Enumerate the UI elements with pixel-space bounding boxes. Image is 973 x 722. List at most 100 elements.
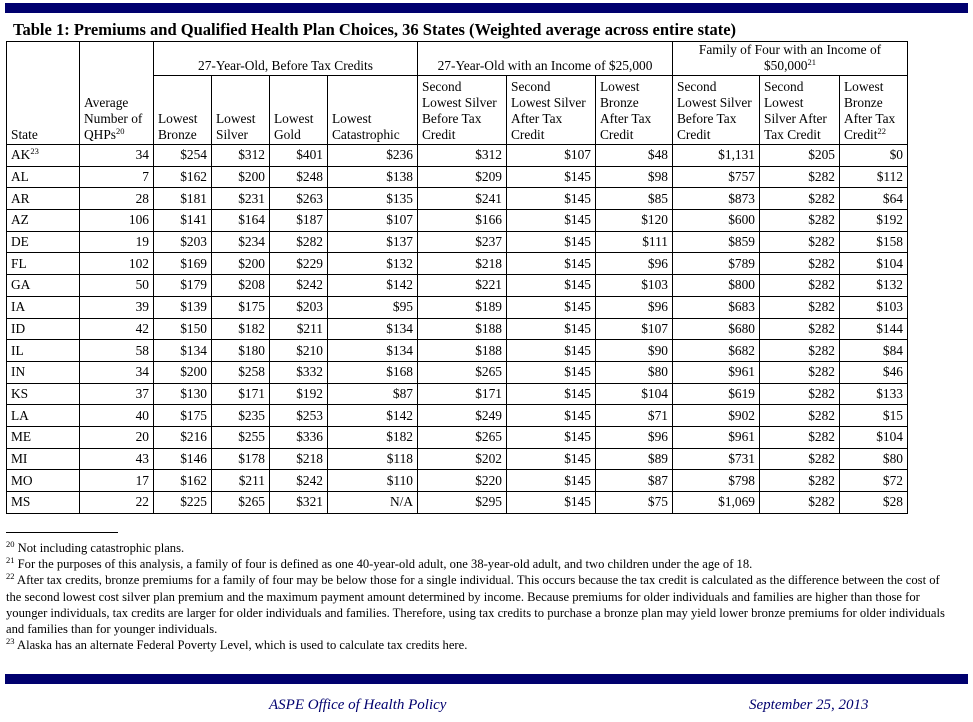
value-cell: $282 (759, 187, 840, 211)
header-slsp-before: Second Lowest Silver Before Tax Credit (417, 75, 507, 145)
table-row: LA 40 $175 $235 $253 $142 $249 $145 $71 $902 $282 $… (6, 404, 908, 427)
value-cell: 106 (79, 209, 154, 232)
group-before-tax-credits: 27-Year-Old, Before Tax Credits (153, 41, 418, 76)
group-family-of-four: Family of Four with an Income of $50,000… (672, 41, 908, 76)
value-cell: $158 (839, 230, 908, 254)
value-cell: $200 (153, 360, 212, 384)
header-qhps: Average Number of QHPs20 (79, 41, 154, 145)
value-cell: $312 (211, 144, 270, 167)
value-cell: $175 (211, 295, 270, 319)
value-cell: $96 (595, 425, 673, 449)
value-cell: $202 (417, 447, 507, 471)
state-cell: MI (6, 447, 80, 471)
value-cell: $235 (211, 404, 270, 427)
state-cell: IA (6, 295, 80, 319)
value-cell: $282 (759, 252, 840, 276)
table-row: IA 39 $139 $175 $203 $95 $189 $145 $96 $683 $282 $1… (6, 295, 908, 319)
table-row: IL 58 $134 $180 $210 $134 $188 $145 $90 $682 $282 $… (6, 339, 908, 362)
value-cell: $145 (506, 165, 596, 189)
footer-rule (5, 674, 968, 684)
value-cell: $282 (759, 209, 840, 232)
state-cell: GA (6, 274, 80, 297)
value-cell: $15 (839, 404, 908, 427)
value-cell: $107 (506, 144, 596, 167)
value-cell: $218 (269, 447, 328, 471)
value-cell: $192 (839, 209, 908, 232)
value-cell: $103 (839, 295, 908, 319)
value-cell: $282 (759, 469, 840, 492)
value-cell: $132 (839, 274, 908, 297)
value-cell: $118 (327, 447, 418, 471)
value-cell: $282 (759, 425, 840, 449)
header-slsp-after: Second Lowest Silver After Tax Credit (506, 75, 596, 145)
value-cell: $90 (595, 339, 673, 362)
value-cell: $680 (672, 317, 760, 341)
value-cell: $218 (417, 252, 507, 276)
value-cell: $265 (417, 425, 507, 449)
value-cell: $242 (269, 274, 328, 297)
state-cell: FL (6, 252, 80, 276)
value-cell: 102 (79, 252, 154, 276)
value-cell: $282 (759, 274, 840, 297)
value-cell: $130 (153, 382, 212, 406)
value-cell: 50 (79, 274, 154, 297)
header-state: State (6, 41, 80, 145)
value-cell: $258 (211, 360, 270, 384)
value-cell: $282 (759, 447, 840, 471)
state-cell: ID (6, 317, 80, 341)
value-cell: $162 (153, 469, 212, 492)
table-row: AK23 34 $254 $312 $401 $236 $312 $107 $48 $1,131 $… (6, 144, 908, 167)
value-cell: $132 (327, 252, 418, 276)
value-cell: $145 (506, 230, 596, 254)
value-cell: $134 (153, 339, 212, 362)
value-cell: $71 (595, 404, 673, 427)
value-cell: $312 (417, 144, 507, 167)
value-cell: $111 (595, 230, 673, 254)
value-cell: $216 (153, 425, 212, 449)
value-cell: $242 (269, 469, 328, 492)
value-cell: $205 (759, 144, 840, 167)
value-cell: $144 (839, 317, 908, 341)
value-cell: $189 (417, 295, 507, 319)
table-row: GA 50 $179 $208 $242 $142 $221 $145 $103 $800 $282… (6, 274, 908, 297)
footer-office: ASPE Office of Health Policy (269, 697, 447, 713)
value-cell: $401 (269, 144, 328, 167)
value-cell: $107 (595, 317, 673, 341)
value-cell: $336 (269, 425, 328, 449)
value-cell: $142 (327, 404, 418, 427)
value-cell: $142 (327, 274, 418, 297)
value-cell: $104 (839, 425, 908, 449)
value-cell: $85 (595, 187, 673, 211)
value-cell: $282 (759, 165, 840, 189)
value-cell: $146 (153, 447, 212, 471)
value-cell: $46 (839, 360, 908, 384)
value-cell: $145 (506, 252, 596, 276)
value-cell: $188 (417, 339, 507, 362)
value-cell: $95 (327, 295, 418, 319)
value-cell: $133 (839, 382, 908, 406)
value-cell: $89 (595, 447, 673, 471)
footnotes: 20 Not including catastrophic plans. 21 F… (6, 540, 951, 653)
value-cell: $107 (327, 209, 418, 232)
value-cell: $203 (269, 295, 328, 319)
value-cell: $64 (839, 187, 908, 211)
footnote: 22 After tax credits, bronze premiums fo… (6, 571, 945, 637)
value-cell: $139 (153, 295, 212, 319)
header-lowest-catastrophic: Lowest Catastrophic (327, 75, 418, 145)
state-cell: MO (6, 469, 80, 492)
value-cell: 34 (79, 360, 154, 384)
value-cell: $798 (672, 469, 760, 492)
header-lowest-gold: Lowest Gold (269, 75, 328, 145)
value-cell: 42 (79, 317, 154, 341)
value-cell: $265 (211, 491, 270, 514)
value-cell: $332 (269, 360, 328, 384)
value-cell: $75 (595, 491, 673, 514)
state-cell: MS (6, 491, 80, 514)
value-cell: $145 (506, 339, 596, 362)
value-cell: $72 (839, 469, 908, 492)
table-row: ID 42 $150 $182 $211 $134 $188 $145 $107 $680 $282… (6, 317, 908, 341)
value-cell: 40 (79, 404, 154, 427)
footnote-rule (6, 532, 118, 533)
value-cell: $225 (153, 491, 212, 514)
value-cell: $169 (153, 252, 212, 276)
